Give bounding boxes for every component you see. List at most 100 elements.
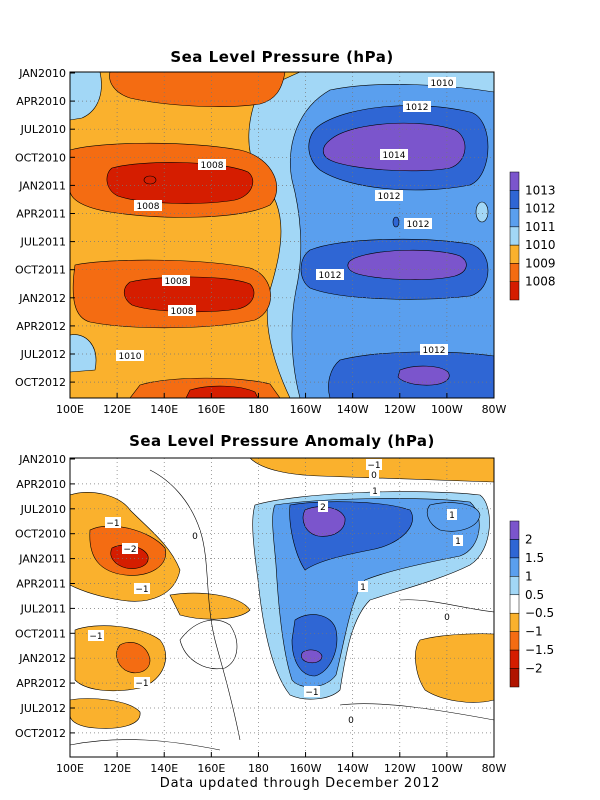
contour-label: 1012 [407,220,430,230]
contour-label: 1012 [378,192,401,202]
y-tick-label: JUL2011 [20,602,66,615]
colorbar-segment [509,190,520,209]
chart1-patch-1 [475,201,489,223]
contour-label: 0 [444,613,450,623]
colorbar-segment [509,594,520,614]
y-tick-label: JAN2012 [18,292,66,305]
contour-label-bg [369,469,379,480]
contour-label: 1012 [406,103,429,113]
colorbar-label: 1009 [525,256,556,270]
colorbar-label: 1010 [525,238,556,252]
contour-label-bg [453,535,463,546]
chart1-grid [70,72,494,398]
x-tick-label: 80W [482,762,507,775]
contour-label: 1012 [423,346,446,356]
colorbar-label: 1008 [525,275,556,289]
chart1-region-1011w2 [70,334,97,373]
contour-label-bg [116,350,144,361]
contour-label: 1 [372,487,378,497]
contour-label: −1 [135,585,148,595]
chart2-title: Sea Level Pressure Anomaly (hPa) [129,432,435,450]
chart2-region-pos15b [291,614,338,677]
colorbar-label: −0.5 [525,606,554,620]
y-tick-label: JAN2012 [18,652,66,665]
contour-label-bg [318,501,328,512]
chart1-region-1008b [123,276,255,313]
chart2-colorbar: 2 1.5 1 0.5 −0.5 −1 −1.5 −2 [509,520,554,688]
y-tick-label: OCT2011 [15,264,66,277]
x-tick-label: 120W [384,403,416,416]
contour-label: 0 [348,716,354,726]
contour-label-bg [403,101,431,112]
colorbar-segment [509,557,520,577]
y-tick-label: JAN2010 [18,67,66,80]
x-tick-label: 160E [197,403,225,416]
chart1-region-1011w [70,72,102,121]
colorbar-segment [509,668,520,688]
contour-label: 0 [371,471,377,481]
contour-label-bg [134,677,150,688]
colorbar-label: −1.5 [525,643,554,657]
x-tick-label: 180 [248,762,269,775]
contour-label: 1012 [319,271,342,281]
chart2-region-neg15b [116,641,151,673]
colorbar-label: 1012 [525,202,556,216]
y-tick-label: JUL2012 [20,348,66,361]
colorbar-label: −1 [525,625,543,639]
chart1-region-1008a [106,162,254,204]
x-tick-label: 100W [431,403,463,416]
x-tick-label: 160E [197,762,225,775]
y-tick-label: JUL2010 [20,123,66,136]
contour-label: 1008 [171,307,194,317]
colorbar-label: 1011 [525,220,556,234]
contour-label: −1 [367,461,380,471]
chart1-y-ticks: JAN2010 APR2010 JUL2010 OCT2010 JAN2011 APR20… [15,67,75,389]
chart2-contour-zero-d [70,739,221,751]
y-tick-label: APR2012 [16,677,66,690]
x-tick-label: 80W [482,403,507,416]
contour-label: 1008 [165,277,188,287]
chart2-grid [70,458,494,757]
contour-label-bg [346,714,356,725]
chart2-contour-zero-b [179,619,238,670]
x-tick-label: 120E [103,403,131,416]
chart2-y-ticks: JAN2010 APR2010 JUL2010 OCT2010 JAN2011 APR20… [15,453,75,740]
colorbar-segment [509,649,520,669]
chart1-title: Sea Level Pressure (hPa) [170,48,394,66]
colorbar-segment [509,226,520,246]
chart2-contour-zero-a [149,469,241,741]
colorbar-segment [509,171,520,191]
contour-label: 1 [455,537,461,547]
chart2-contour-zero-e [399,599,494,613]
contour-label-bg [134,583,150,594]
x-tick-label: 160W [290,762,322,775]
x-tick-label: 100E [56,403,84,416]
contour-label-bg [404,218,432,229]
colorbar-segment [509,631,520,651]
contour-label-bg [380,149,408,160]
y-tick-label: OCT2012 [15,727,66,740]
chart1-frame [69,71,495,399]
contour-label: −1 [135,679,148,689]
colorbar-segment [509,208,520,228]
y-tick-label: JUL2010 [20,503,66,516]
chart1-region-1014a [322,122,466,172]
chart2-region-pos2b [301,649,323,664]
y-tick-label: APR2010 [16,95,66,108]
chart2-contour-zero-c [339,703,494,721]
contour-label-bg [162,275,190,286]
chart2-frame [69,457,495,758]
chart1-patch-2 [143,175,157,185]
y-tick-label: JAN2010 [18,453,66,466]
contour-label: −1 [305,688,318,698]
chart1-region-1009a [109,72,286,107]
contour-label: 1008 [137,202,160,212]
chart1-patch-3 [392,216,400,228]
x-tick-label: 140E [150,403,178,416]
x-tick-label: 160W [290,403,322,416]
y-tick-label: APR2011 [16,208,66,221]
contour-label-bg [198,159,226,170]
chart2-x-ticks: 100E 120E 140E 160E 180 160W 140W 120W 100W 80W [56,752,507,775]
